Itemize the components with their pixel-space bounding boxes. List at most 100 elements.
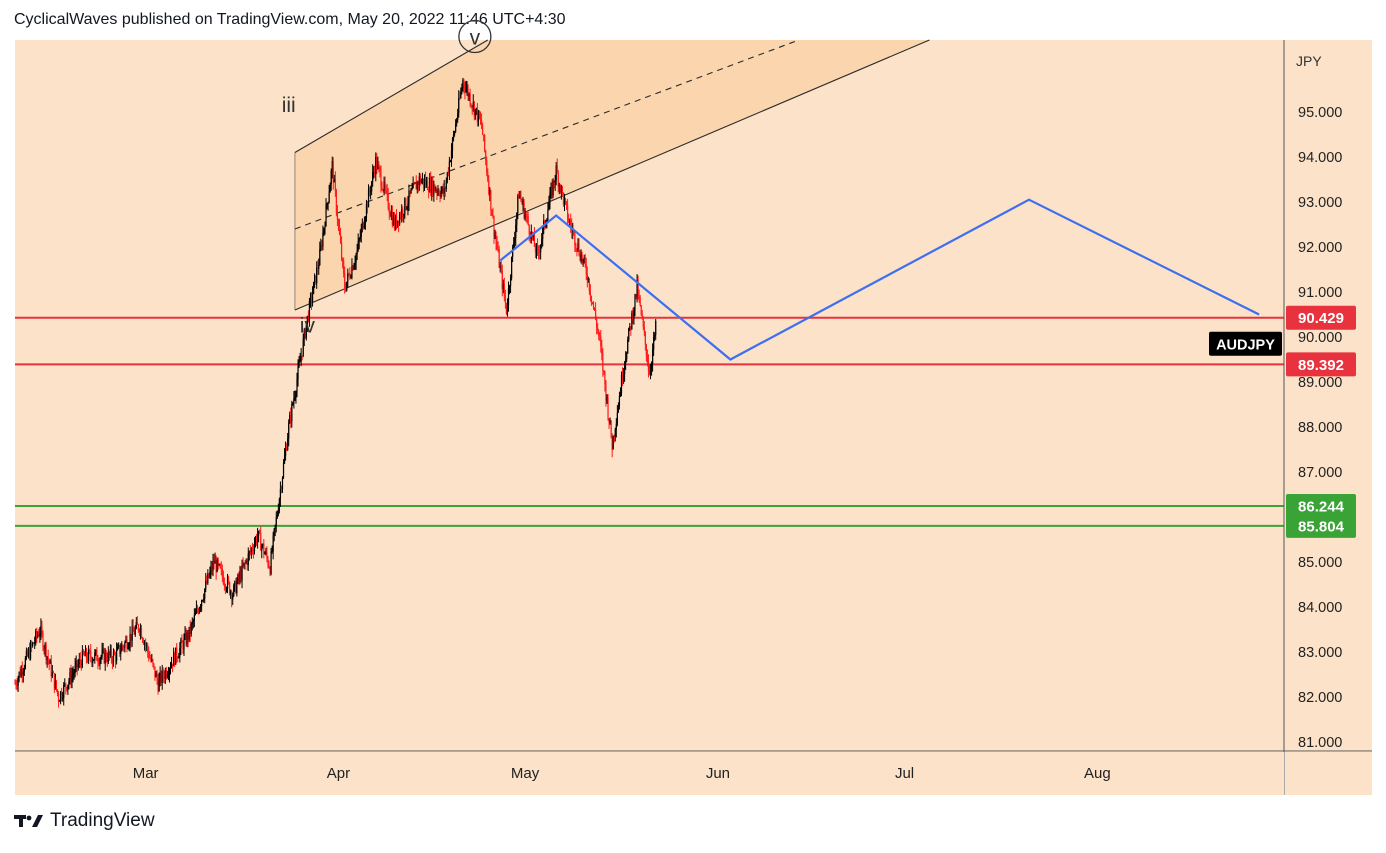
x-tick-label-1: Apr [327,765,350,782]
candle-body-501 [533,234,536,247]
candle-body-31 [46,656,48,660]
candle-body-356 [383,181,385,191]
candle-body-183 [204,588,206,599]
horizontal-levels[interactable] [15,316,1284,527]
candle-body-265 [289,415,291,424]
candle-body-51 [67,684,69,691]
candle-body-545 [579,254,581,261]
candle-body-148 [167,674,170,676]
candle-body-363 [390,212,392,217]
time-axis[interactable]: Mar Apr May Jun Jul Aug [133,765,1111,782]
candle-body-261 [284,448,287,456]
candle-body-295 [320,244,322,250]
candle-body-494 [526,216,528,217]
candle-body-283 [307,315,310,321]
candle-body-540 [574,231,576,246]
candle-body-371 [399,214,401,225]
candle-body-123 [141,637,144,641]
candle-body-5 [19,672,21,677]
candle-body-53 [69,672,71,682]
candle-body-369 [396,220,399,227]
price-axis[interactable]: JPY81.00082.00083.00084.00085.00086.0008… [1296,53,1342,751]
footer-brand[interactable]: TradingView [14,810,155,832]
candle-body-581 [616,412,618,424]
ascending-channel[interactable] [294,39,930,311]
candle-body-172 [192,621,194,622]
candle-body-239 [262,544,264,546]
candle-body-368 [395,216,398,227]
candle-body-156 [176,647,178,659]
candle-body-164 [184,633,186,639]
candle-body-502 [534,246,537,253]
candle-body-400 [429,179,431,192]
level-badge-text-0: 90.429 [1298,310,1344,327]
level-badge-text-1: 89.392 [1298,357,1344,374]
candle-body-235 [258,530,260,536]
candle-body-389 [417,181,419,186]
candle-body-68 [84,649,87,657]
candle-body-253 [276,514,278,518]
candle-body-120 [138,630,141,632]
candle-body-97 [114,654,117,661]
level-badge-text-2: 86.244 [1298,499,1345,516]
candle-body-43 [58,701,61,702]
candle-body-85 [102,649,104,651]
candle-body-73 [90,651,92,658]
candle-body-25 [40,625,42,634]
candle-body-461 [492,215,494,217]
candle-body-291 [316,267,318,284]
candle-body-72 [89,650,91,652]
candle-body-336 [362,222,364,229]
candle-body-289 [314,275,316,282]
candle-body-52 [68,681,70,685]
candle-body-337 [363,223,365,229]
candle-body-69 [85,649,88,659]
candle-body-271 [295,392,297,397]
candle-body-447 [477,111,480,122]
candle-body-522 [555,165,557,181]
candle-body-300 [325,204,327,227]
wave-label-2: v [470,27,481,50]
candle-body-406 [435,190,437,192]
candle-body-590 [626,353,628,359]
wave-circle-2 [458,19,492,54]
channel-midline [294,39,799,230]
candle-body-243 [266,551,268,558]
projection-path[interactable] [499,198,1260,361]
candle-body-270 [294,396,296,399]
candle-body-340 [366,203,369,208]
candle-body-303 [328,192,330,203]
candle-body-105 [123,646,125,648]
candle-body-538 [572,230,574,232]
candle-body-455 [486,160,488,173]
candle-body-467 [498,249,500,268]
candle-body-145 [164,670,166,679]
candle-body-60 [76,660,78,668]
candle-body-297 [322,232,324,247]
candle-body-290 [315,275,317,284]
candle-body-350 [377,164,379,169]
candle-body-83 [100,656,102,659]
candle-body-487 [519,195,521,199]
candle-body-318 [344,273,346,290]
candle-body-78 [95,650,97,653]
candle-body-45 [61,691,63,699]
candle-body-477 [508,286,511,288]
candle-body-409 [438,190,440,195]
candle-body-280 [304,329,306,338]
candle-body-379 [407,203,409,208]
candle-body-579 [614,429,616,437]
candle-body-227 [249,551,251,553]
candle-body-195 [216,559,218,572]
candle-body-413 [442,187,444,194]
candle-body-533 [566,205,569,220]
candle-body-110 [128,644,130,648]
candle-body-141 [160,672,162,683]
candle-body-202 [223,584,226,586]
candle-body-100 [118,645,120,647]
candle-body-486 [518,195,520,199]
candle-body-219 [241,564,243,581]
candle-body-407 [436,190,438,193]
